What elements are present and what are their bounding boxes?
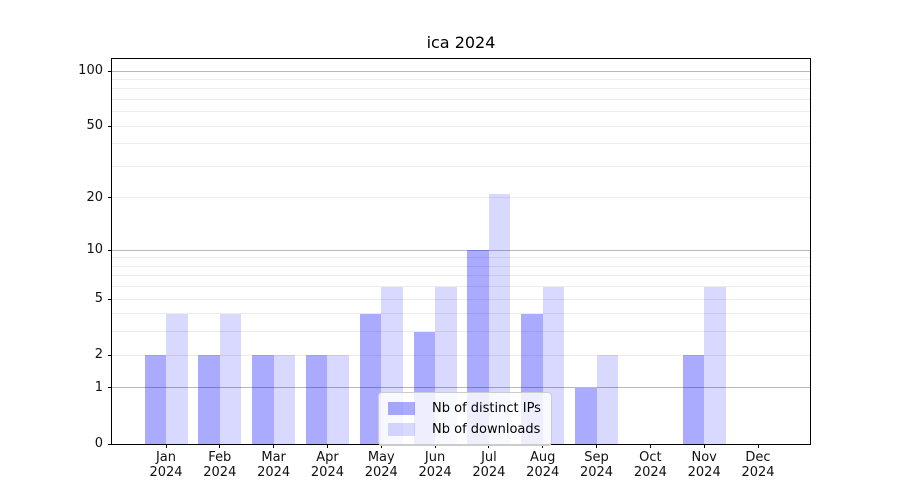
x-tick-mark bbox=[381, 444, 382, 448]
gridline-minor bbox=[112, 99, 810, 100]
bar-mar-distinct-ips bbox=[252, 355, 274, 444]
bar-jan-distinct-ips bbox=[144, 355, 166, 444]
x-tick-label: Oct 2024 bbox=[633, 450, 667, 480]
legend-label: Nb of downloads bbox=[432, 422, 541, 437]
y-tick-label: 20 bbox=[86, 189, 103, 205]
x-tick-mark bbox=[166, 444, 167, 448]
y-tick-label: 5 bbox=[94, 291, 103, 307]
bar-apr-downloads bbox=[327, 355, 349, 444]
bar-apr-distinct-ips bbox=[305, 355, 328, 444]
y-tick-mark bbox=[108, 355, 112, 356]
y-tick-label: 50 bbox=[86, 118, 103, 134]
x-tick-label: Apr 2024 bbox=[310, 450, 344, 480]
bar-nov-downloads bbox=[704, 286, 726, 444]
gridline-minor bbox=[112, 331, 810, 332]
y-tick-mark bbox=[108, 126, 112, 127]
x-tick-mark bbox=[650, 444, 651, 448]
gridline-minor bbox=[112, 275, 810, 276]
y-tick-label: 2 bbox=[94, 347, 103, 363]
x-tick-mark bbox=[596, 444, 597, 448]
x-tick-mark bbox=[542, 444, 543, 448]
y-tick-mark bbox=[108, 299, 112, 300]
legend: Nb of distinct IPs Nb of downloads bbox=[378, 392, 552, 446]
x-tick-label: Jan 2024 bbox=[149, 450, 183, 480]
x-tick-mark bbox=[758, 444, 759, 448]
x-tick-label: Dec 2024 bbox=[741, 450, 775, 480]
gridline-minor bbox=[112, 88, 810, 89]
chart-title: ica 2024 bbox=[426, 33, 496, 52]
gridline-minor bbox=[112, 355, 810, 356]
gridline-minor bbox=[112, 299, 810, 300]
plot-area bbox=[112, 59, 810, 444]
bar-sep-distinct-ips bbox=[575, 388, 597, 444]
y-tick-mark bbox=[108, 71, 112, 72]
x-tick-label: Feb 2024 bbox=[203, 450, 237, 480]
x-tick-label: Jul 2024 bbox=[472, 450, 506, 480]
bar-feb-distinct-ips bbox=[198, 355, 220, 444]
bar-jan-downloads bbox=[166, 313, 188, 444]
x-tick-label: Nov 2024 bbox=[687, 450, 721, 480]
legend-row: Nb of distinct IPs bbox=[388, 398, 541, 419]
x-tick-label: Sep 2024 bbox=[579, 450, 614, 480]
y-tick-mark bbox=[108, 250, 112, 251]
x-tick-mark bbox=[327, 444, 328, 448]
bar-may-distinct-ips bbox=[359, 313, 382, 444]
x-tick-label: Mar 2024 bbox=[257, 450, 291, 480]
y-tick-label: 0 bbox=[94, 436, 103, 451]
legend-swatch bbox=[388, 423, 415, 436]
x-tick-mark bbox=[704, 444, 705, 448]
x-tick-mark bbox=[273, 444, 274, 448]
gridline-minor bbox=[112, 286, 810, 287]
y-tick-mark bbox=[108, 387, 112, 388]
y-tick-label: 10 bbox=[86, 242, 103, 258]
gridline-minor bbox=[112, 313, 810, 314]
y-tick-label: 1 bbox=[94, 379, 103, 395]
gridline-major bbox=[112, 250, 810, 251]
gridline-major bbox=[112, 387, 810, 388]
gridline-minor bbox=[112, 111, 810, 112]
gridline-minor bbox=[112, 143, 810, 144]
bar-feb-downloads bbox=[219, 313, 242, 444]
y-tick-mark bbox=[108, 197, 112, 198]
y-tick-label: 100 bbox=[78, 63, 103, 78]
gridline-minor bbox=[112, 197, 810, 198]
x-tick-label: Jun 2024 bbox=[418, 450, 452, 480]
legend-swatch bbox=[388, 402, 415, 415]
y-tick-mark bbox=[108, 444, 112, 445]
x-tick-mark bbox=[219, 444, 220, 448]
legend-label: Nb of distinct IPs bbox=[432, 401, 541, 416]
x-tick-label: Aug 2024 bbox=[526, 450, 560, 480]
gridline-minor bbox=[112, 257, 810, 258]
bar-jul-downloads bbox=[488, 194, 511, 444]
bar-mar-downloads bbox=[273, 355, 296, 444]
gridline-minor bbox=[112, 166, 810, 167]
gridline-minor bbox=[112, 266, 810, 267]
bar-nov-distinct-ips bbox=[682, 355, 705, 444]
x-tick-mark bbox=[435, 444, 436, 448]
gridline-major bbox=[112, 71, 810, 72]
legend-row: Nb of downloads bbox=[388, 419, 541, 440]
gridline-minor bbox=[112, 126, 810, 127]
gridline-minor bbox=[112, 79, 810, 80]
x-tick-label: May 2024 bbox=[364, 450, 398, 480]
x-tick-mark bbox=[488, 444, 489, 448]
bar-sep-downloads bbox=[596, 355, 619, 444]
